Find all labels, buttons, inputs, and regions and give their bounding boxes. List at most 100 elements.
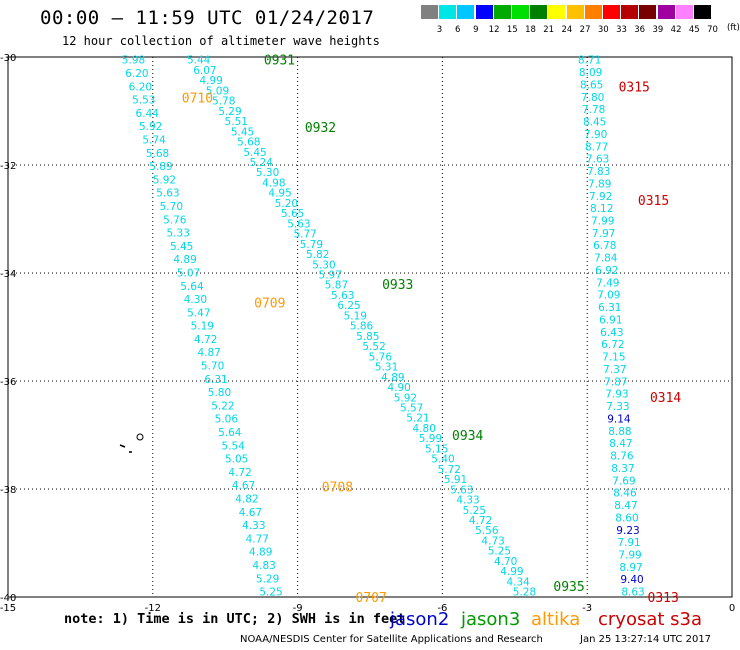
colorbar-swatch	[639, 5, 657, 19]
colorbar-swatch	[603, 5, 620, 19]
x-tick-label: 0	[729, 603, 735, 614]
wave-height-value: 5.45	[170, 241, 193, 253]
wave-height-value: 8.65	[580, 79, 603, 91]
wave-height-value: 8.37	[611, 463, 634, 475]
colorbar-tick-label: 36	[634, 25, 646, 35]
colorbar-swatch	[439, 5, 457, 19]
colorbar-swatch	[548, 5, 566, 19]
legend-item: cryosat s3a	[598, 609, 703, 630]
colorbar-tick-label: 3	[436, 25, 443, 35]
wave-height-value: 6.91	[599, 314, 622, 326]
wave-height-value: 6.44	[136, 108, 160, 120]
wave-height-value: 5.25	[488, 546, 511, 558]
wave-height-value: 5.47	[187, 307, 210, 319]
wave-height-value: 5.54	[222, 440, 246, 452]
island-shape	[119, 444, 126, 448]
wave-height-value: 9.14	[607, 413, 631, 425]
wave-height-value: 5.52	[362, 341, 385, 353]
colorbar-tick-label: 12	[488, 25, 500, 35]
wave-height-value: 6.07	[193, 65, 216, 77]
wave-height-value: 5.80	[208, 387, 231, 399]
colorbar-swatch	[530, 5, 548, 19]
wave-height-value: 6.72	[601, 339, 624, 351]
wave-height-value: 4.80	[413, 423, 436, 435]
colorbar-tick-label: 30	[597, 25, 609, 35]
x-tick-label: -6	[437, 603, 447, 614]
wave-height-value: 8.88	[608, 426, 631, 438]
wave-height-value: 5.76	[163, 214, 187, 226]
wave-height-value: 6.31	[204, 374, 227, 386]
wave-height-value: 5.09	[206, 85, 229, 97]
chart-title: 00:00 – 11:59 UTC 01/24/2017	[40, 7, 375, 29]
wave-height-value: 7.78	[582, 104, 605, 116]
wave-height-value: 4.70	[494, 556, 517, 568]
wave-height-value: 5.99	[419, 433, 442, 445]
wave-height-value: 7.89	[588, 178, 611, 190]
wave-height-value: 4.89	[173, 254, 196, 266]
wave-height-value: 8.76	[610, 451, 634, 463]
pass-time-label: 0933	[382, 278, 413, 293]
wave-height-value: 5.20	[275, 198, 298, 210]
wave-height-value: 5.19	[344, 310, 367, 322]
wave-height-value: 5.64	[218, 427, 242, 439]
wave-height-value: 7.83	[587, 166, 610, 178]
wave-height-value: 7.09	[597, 290, 620, 302]
colorbar-swatch	[621, 5, 639, 19]
wave-height-value: 5.68	[237, 137, 260, 149]
wave-height-value: 5.44	[187, 55, 211, 67]
wave-height-value: 9.23	[616, 525, 639, 537]
wave-height-value: 4.98	[262, 177, 285, 189]
wave-height-value: 5.76	[369, 351, 393, 363]
wave-height-value: 7.91	[617, 537, 640, 549]
wave-height-value: 7.99	[591, 216, 614, 228]
wave-height-value: 8.12	[590, 203, 613, 215]
y-tick-label: -34	[0, 269, 16, 280]
x-tick-label: -3	[582, 603, 592, 614]
wave-height-value: 4.89	[249, 547, 272, 559]
colorbar-swatch	[584, 5, 602, 19]
wave-height-value: 5.63	[156, 188, 179, 200]
wave-height-value: 5.91	[444, 474, 467, 486]
wave-height-value: 5.97	[319, 270, 342, 282]
wave-height-value: 8.97	[619, 562, 642, 574]
pass-time-label: 0708	[322, 480, 353, 495]
wave-height-value: 7.84	[594, 253, 618, 265]
wave-height-value: 5.57	[400, 402, 423, 414]
colorbar-swatch	[512, 5, 529, 19]
wave-height-value: 4.72	[469, 515, 492, 527]
wave-height-value: 5.98	[122, 55, 145, 67]
wave-height-value: 7.92	[589, 191, 612, 203]
wave-height-value: 8.09	[579, 67, 602, 79]
wave-height-value: 5.86	[350, 321, 374, 333]
wave-height-value: 5.92	[139, 121, 162, 133]
wave-height-value: 4.87	[197, 347, 220, 359]
wave-height-value: 4.95	[268, 188, 291, 200]
wave-height-value: 4.72	[228, 467, 251, 479]
wave-height-value: 5.64	[180, 281, 204, 293]
x-tick-label: -15	[0, 603, 16, 614]
pass-time-label: 0313	[648, 591, 679, 606]
wave-height-value: 5.30	[312, 259, 335, 271]
wave-height-value: 5.85	[356, 331, 379, 343]
legend-item: altika	[531, 609, 581, 630]
wave-height-value: 8.60	[615, 512, 638, 524]
wave-height-value: 4.73	[481, 535, 504, 547]
wave-height-value: 6.20	[129, 81, 152, 93]
wave-height-value: 5.92	[394, 392, 417, 404]
wave-height-value: 5.65	[281, 208, 304, 220]
colorbar-swatch	[475, 5, 493, 19]
pass-time-label: 0934	[452, 429, 483, 444]
pass-time-label: 0932	[305, 121, 336, 136]
wave-height-value: 5.51	[225, 116, 248, 128]
wave-height-value: 7.99	[618, 549, 641, 561]
wave-height-value: 5.06	[215, 414, 239, 426]
wave-height-value: 5.25	[463, 505, 486, 517]
pass-time-label: 0710	[182, 92, 213, 107]
wave-height-value: 4.83	[252, 560, 275, 572]
footer-credit: NOAA/NESDIS Center for Satellite Applica…	[240, 634, 543, 645]
wave-height-value: 4.30	[184, 294, 207, 306]
wave-height-value: 4.67	[239, 507, 262, 519]
wave-height-value: 5.70	[201, 361, 224, 373]
wave-height-value: 5.89	[149, 161, 172, 173]
